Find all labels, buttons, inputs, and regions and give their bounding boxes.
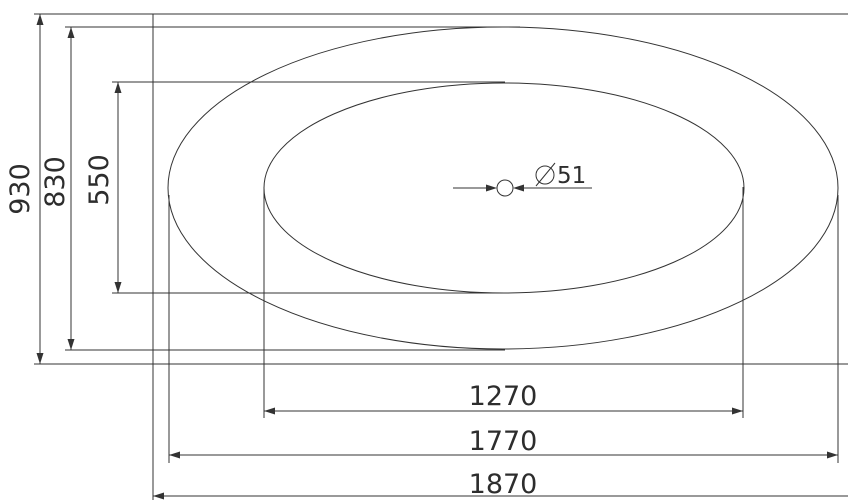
outer-body-outline bbox=[34, 13, 848, 500]
dimension-basin-width bbox=[114, 82, 122, 293]
dimension-rim-length bbox=[169, 451, 838, 459]
basin-width-label: 550 bbox=[84, 154, 115, 206]
dimension-rim-width bbox=[67, 27, 75, 350]
dimension-basin-length bbox=[264, 407, 743, 415]
drain-circle bbox=[496, 179, 514, 197]
rim-width-label: 830 bbox=[40, 156, 71, 208]
extension-lines bbox=[34, 13, 839, 463]
outer-rim-ellipse bbox=[167, 26, 839, 350]
outer-length-label: 1870 bbox=[469, 469, 538, 500]
dimension-outer-length bbox=[153, 492, 848, 500]
drain-leaders bbox=[453, 184, 592, 192]
inner-basin-ellipse bbox=[263, 82, 745, 294]
drain-diameter-label: 51 bbox=[557, 163, 586, 189]
diameter-symbol-icon bbox=[535, 162, 556, 187]
rim-length-label: 1770 bbox=[469, 426, 538, 457]
outer-width-label: 930 bbox=[5, 163, 36, 215]
basin-length-label: 1270 bbox=[469, 381, 538, 412]
dimension-outer-width bbox=[36, 14, 44, 364]
